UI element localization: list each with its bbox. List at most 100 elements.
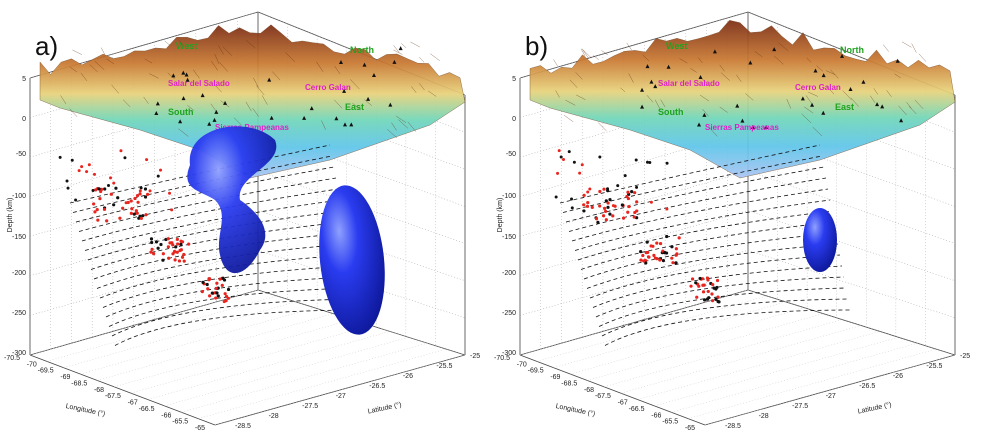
seismic-event (671, 261, 675, 265)
topography-ridge (906, 102, 912, 109)
seismic-event (97, 187, 101, 191)
slab-contour (583, 232, 837, 280)
topography-ridge (407, 121, 417, 132)
seismic-event (603, 209, 608, 213)
topography-ridge (411, 86, 417, 93)
seismic-event (205, 282, 209, 287)
seismic-event (711, 283, 715, 287)
topography-ridge (352, 102, 361, 111)
seismic-event (639, 249, 643, 254)
seismic-event (649, 200, 653, 204)
grid-line (747, 11, 956, 96)
seismic-event (141, 214, 145, 218)
depth-tick-label: -100 (12, 193, 26, 200)
seismic-event (129, 199, 133, 203)
depth-tick-label: -250 (502, 310, 516, 317)
seismic-event (214, 286, 218, 290)
volcano-marker (349, 122, 354, 127)
seismic-event (123, 156, 127, 160)
topography-ridge (321, 120, 326, 130)
seismic-event (118, 216, 122, 220)
topography-ridge (555, 90, 560, 98)
grid-line (747, 250, 956, 319)
slab-contour (568, 177, 827, 232)
topography-ridge (581, 48, 589, 59)
seismic-event (150, 240, 154, 245)
seismic-event (220, 283, 224, 287)
seismic-event (608, 197, 612, 202)
topography-ridge (222, 46, 232, 56)
topography-ridge (873, 88, 879, 95)
seismic-event (648, 160, 652, 164)
grid-line (257, 170, 466, 244)
topography-ridge (812, 126, 823, 137)
seismic-event (116, 196, 120, 200)
seismic-event (602, 187, 606, 191)
topography-ridge (830, 69, 839, 79)
seismic-event (187, 242, 191, 246)
floor-grid-line (587, 313, 824, 381)
seismic-event (136, 200, 140, 204)
floor-grid-line (704, 354, 956, 426)
topography-ridge (211, 60, 218, 71)
seismic-event (626, 210, 630, 214)
topography-ridge (754, 51, 763, 57)
depth-tick-label: -250 (12, 310, 26, 317)
seismic-event (210, 291, 214, 295)
seismic-event (161, 252, 165, 256)
topography-ridge (122, 99, 131, 108)
topography-ridge (60, 95, 67, 105)
seismic-event (150, 247, 154, 251)
topography-ridge (565, 99, 576, 106)
volcano-marker (821, 110, 826, 115)
topography-ridge (886, 90, 892, 97)
depth-tick-label: -300 (12, 350, 26, 357)
label-salar-del-salado: Salar del Salado (658, 79, 720, 88)
longitude-tick-label: -66 (161, 412, 171, 419)
seismic-event (700, 277, 705, 281)
seismic-event (639, 258, 643, 262)
topography-ridge (398, 119, 409, 129)
volcano-marker (895, 58, 900, 63)
topography-ridge (94, 60, 105, 70)
slab-contour (75, 166, 335, 223)
seismic-event (94, 188, 98, 192)
panel-b: 5 0 -50 -100 -150 -200 -250 -300-70.5 -70-69.5 -6… (494, 11, 970, 432)
topography-ridge (427, 90, 437, 97)
latitude-tick-label: -25.5 (436, 363, 452, 370)
seismic-event (674, 247, 678, 251)
seismic-event (114, 186, 118, 190)
seismic-event (179, 248, 183, 252)
seismic-event (175, 250, 179, 254)
grid-line (29, 130, 259, 197)
floor-grid-line (553, 301, 786, 368)
axis-frame-line (29, 354, 216, 426)
floor-grid-line (654, 337, 899, 407)
seismic-event (144, 213, 148, 217)
seismic-event (66, 186, 70, 190)
topography-ridge (553, 59, 558, 67)
volcano-marker (309, 106, 314, 111)
topography-ridge (214, 53, 220, 64)
latitude-tick-label: -26.5 (369, 383, 385, 390)
floor-grid-line (46, 295, 277, 362)
seismic-event (661, 258, 666, 263)
floor-grid-line (519, 289, 749, 356)
volcano-marker (334, 116, 339, 121)
slab-contour (589, 254, 841, 299)
floor-grid-line (130, 325, 371, 394)
longitude-tick-label: -70 (27, 361, 37, 368)
topography-ridge (391, 122, 397, 131)
topography-ridge (778, 42, 789, 52)
latitude-axis-label: Latitude (°) (857, 401, 892, 416)
seismic-event (677, 236, 681, 240)
topography-ridge (598, 122, 607, 132)
grid-line (29, 210, 259, 277)
topography-ridge (252, 107, 259, 117)
slab-contour (69, 144, 331, 204)
topography-ridge (393, 49, 403, 55)
volcano-marker (371, 73, 376, 78)
seismic-event (582, 193, 586, 197)
longitude-tick-label: -69 (60, 374, 70, 381)
volcano-marker (813, 68, 818, 73)
